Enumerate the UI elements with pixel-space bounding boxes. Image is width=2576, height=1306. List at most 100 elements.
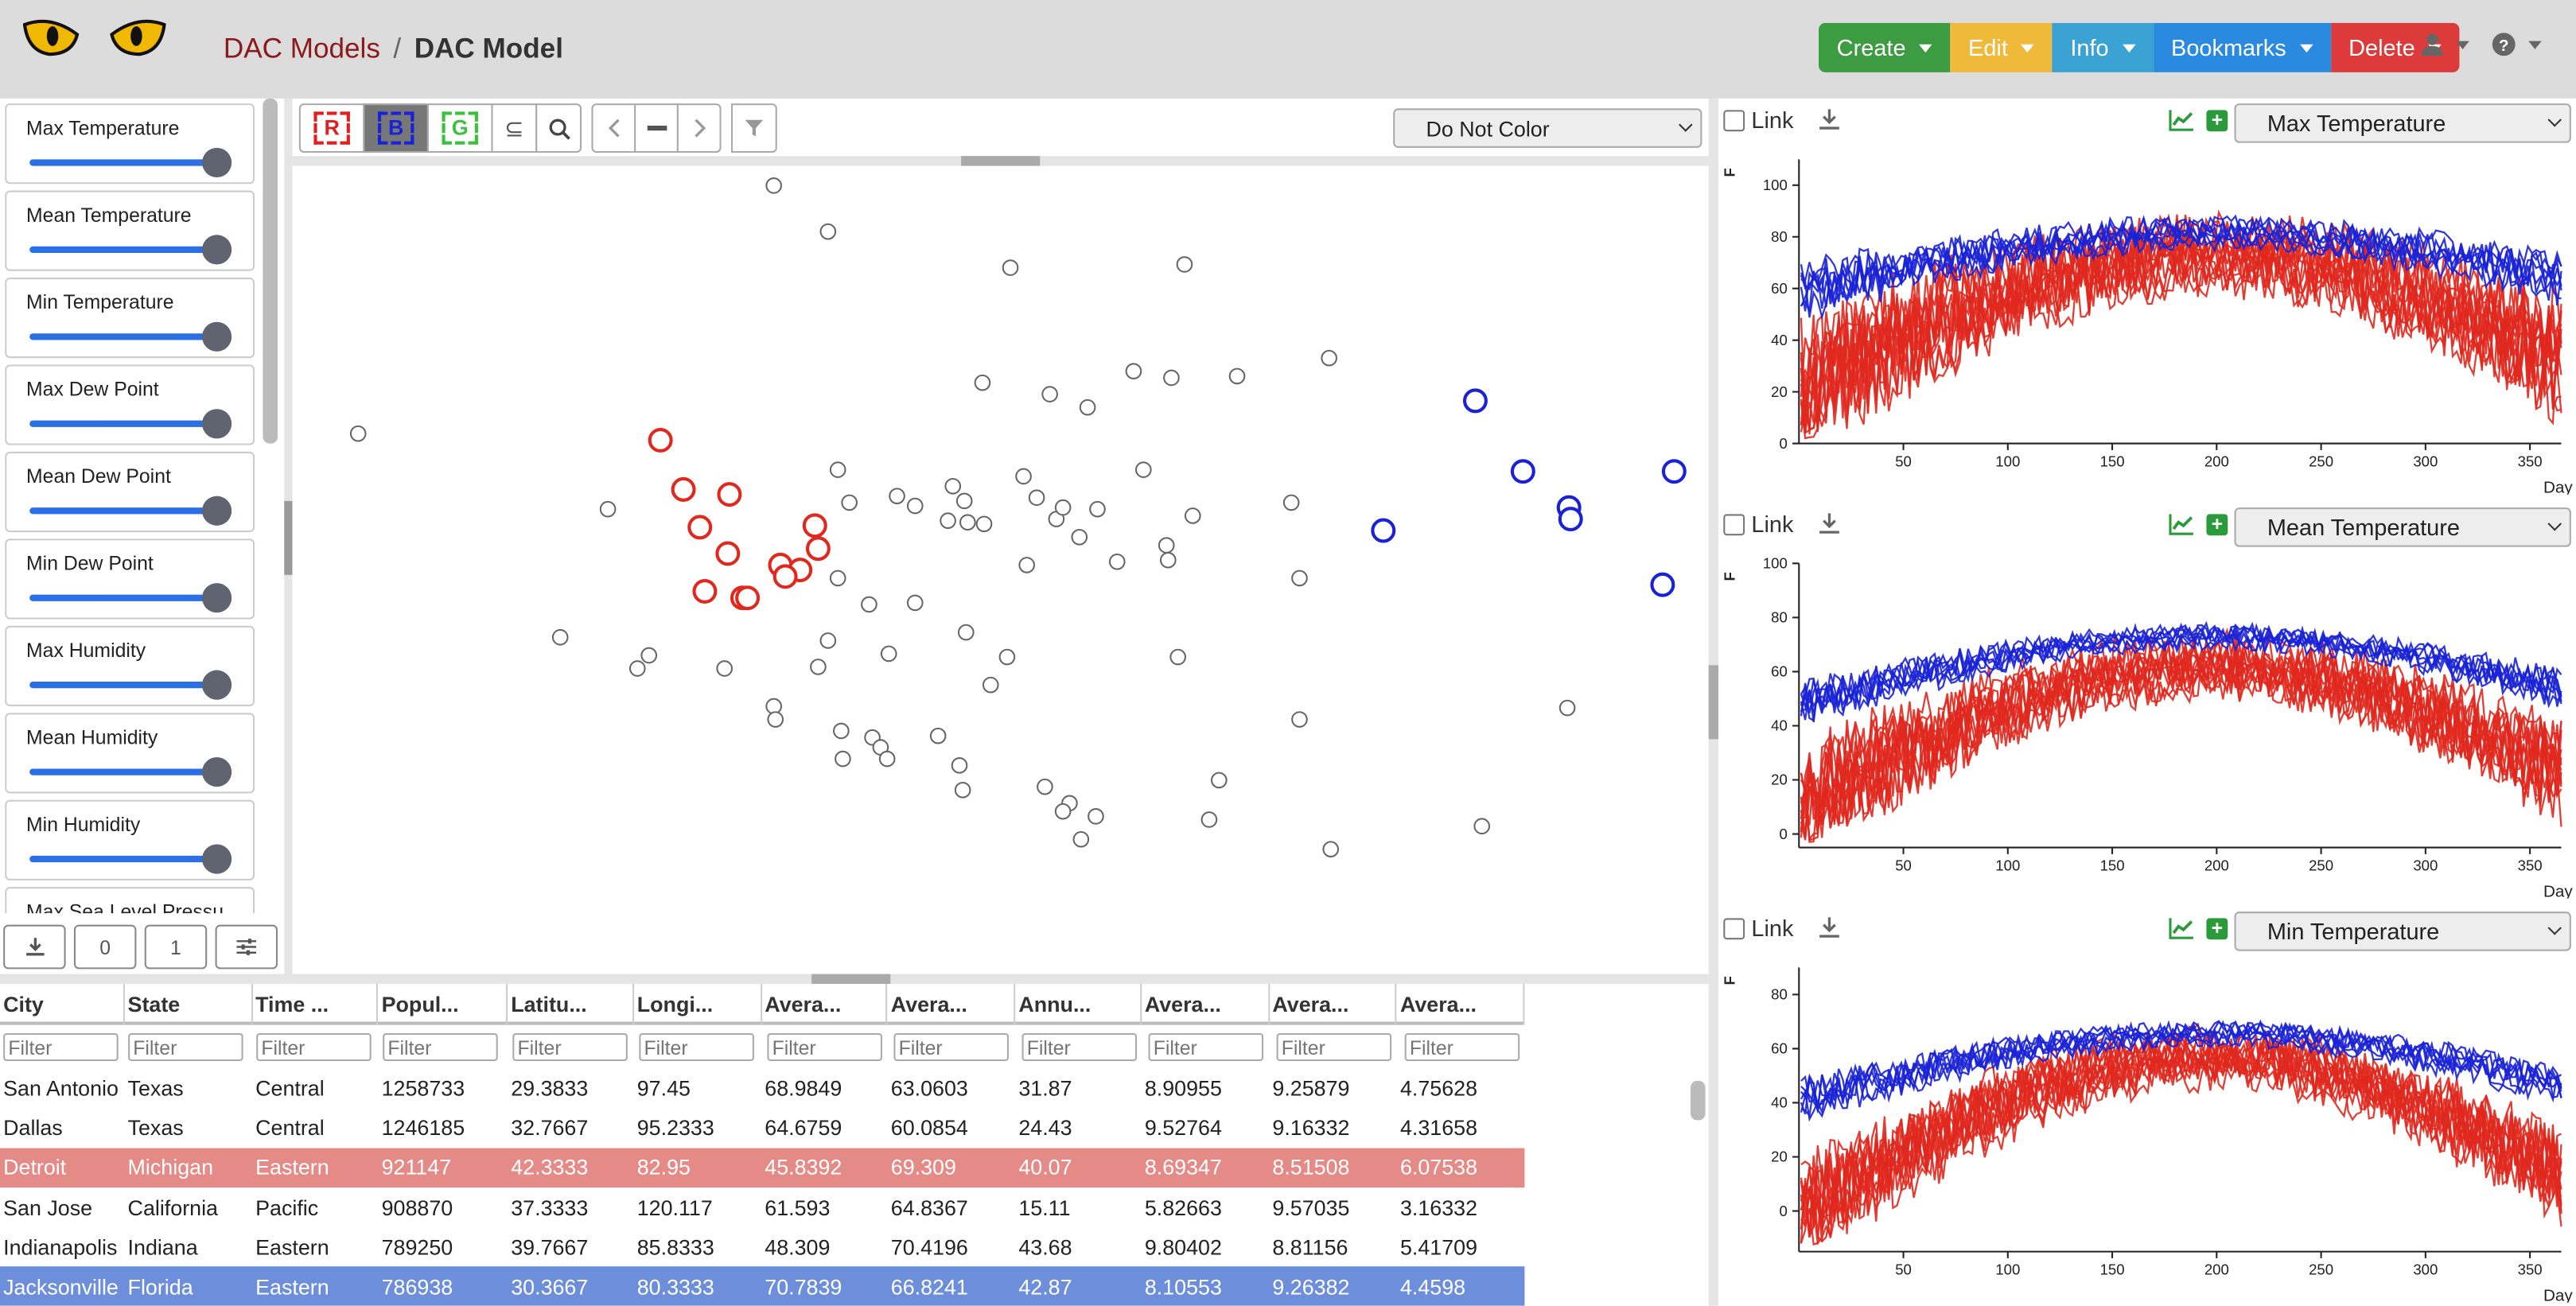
column-filter-input[interactable] <box>256 1032 372 1062</box>
time-series-plot[interactable]: 0 20 40 60 80 100 50 100 150 200 250 300 350 F Day <box>1718 150 2576 495</box>
scatter-point[interactable] <box>1159 551 1177 569</box>
scatter-point[interactable] <box>906 497 924 515</box>
scatter-point[interactable] <box>1322 841 1340 857</box>
variable-slider-track[interactable] <box>29 768 214 775</box>
link-checkbox[interactable] <box>1723 514 1745 536</box>
scatter-point[interactable] <box>349 425 367 442</box>
column-filter-input[interactable] <box>383 1032 498 1062</box>
line-chart-icon[interactable] <box>2169 512 2195 535</box>
scatter-point[interactable] <box>1134 461 1152 478</box>
download-icon[interactable] <box>1819 108 1840 130</box>
scatter-point[interactable] <box>1210 772 1228 789</box>
scatter-point[interactable] <box>833 722 850 740</box>
table-column-header[interactable]: Avera... <box>761 983 888 1025</box>
scatter-point[interactable] <box>1176 256 1193 273</box>
variable-slider-handle[interactable] <box>202 235 232 265</box>
variable-slider-handle[interactable] <box>202 844 232 874</box>
scatter-point-red-selected[interactable] <box>715 541 741 566</box>
table-row[interactable]: Jacksonville Florida Eastern 786938 30.3667 8… <box>0 1267 1525 1306</box>
table-scrollbar[interactable] <box>1690 1080 1706 1121</box>
subset-button[interactable]: ⊆ <box>491 103 538 154</box>
clear-selection-button[interactable] <box>634 103 679 154</box>
scatter-point[interactable] <box>599 500 617 518</box>
column-filter-input[interactable] <box>893 1032 1009 1062</box>
variable-slider-handle[interactable] <box>202 409 232 439</box>
scatter-point-blue-selected[interactable] <box>1558 507 1583 532</box>
blue-selection-button[interactable]: B <box>363 103 429 154</box>
scatter-point-red-selected[interactable] <box>772 564 798 589</box>
red-selection-button[interactable]: R <box>298 103 365 154</box>
variable-slider-handle[interactable] <box>202 321 232 352</box>
variable-slider-track[interactable] <box>29 855 214 863</box>
table-row[interactable]: Detroit Michigan Eastern 921147 42.3333 82.95… <box>0 1147 1525 1187</box>
scatter-point[interactable] <box>1079 398 1096 416</box>
link-checkbox[interactable] <box>1723 110 1745 132</box>
scatter-point[interactable] <box>1015 468 1032 485</box>
table-column-header[interactable]: Avera... <box>888 983 1016 1025</box>
scatter-point[interactable] <box>944 477 962 495</box>
plot-variable-select[interactable]: Mean Temperature <box>2234 507 2571 547</box>
scatter-point[interactable] <box>1169 648 1187 666</box>
column-filter-input[interactable] <box>1148 1032 1264 1062</box>
scatter-point[interactable] <box>1228 367 1246 385</box>
scatter-point[interactable] <box>829 569 846 587</box>
scatter-point[interactable] <box>1054 803 1072 820</box>
help-menu-button[interactable]: ? <box>2492 33 2542 56</box>
scatter-point[interactable] <box>1018 557 1036 573</box>
scatter-point[interactable] <box>906 594 924 612</box>
scatter-point[interactable] <box>1054 499 1072 516</box>
scatter-point[interactable] <box>951 757 968 774</box>
cat-eye-logo-icon[interactable] <box>22 18 80 58</box>
table-column-header[interactable]: Longi... <box>634 983 762 1025</box>
scatter-point[interactable] <box>954 781 971 799</box>
scale-one-button[interactable]: 1 <box>144 924 208 970</box>
download-icon[interactable] <box>1819 512 1840 534</box>
scatter-point-blue-selected[interactable] <box>1661 459 1687 484</box>
column-filter-input[interactable] <box>1021 1032 1138 1062</box>
scatter-point[interactable] <box>940 512 956 529</box>
scatter-point[interactable] <box>1158 537 1175 554</box>
time-series-plot[interactable]: 0 20 40 60 80 50 100 150 200 250 300 350 F Day <box>1718 958 2576 1303</box>
variable-slider-track[interactable] <box>29 507 214 515</box>
scatter-point[interactable] <box>1108 553 1126 570</box>
scatter-point[interactable] <box>1184 507 1201 524</box>
table-column-header[interactable]: Avera... <box>1269 983 1397 1025</box>
scatter-point[interactable] <box>1282 494 1300 511</box>
filter-button[interactable] <box>730 103 777 154</box>
scatter-point[interactable] <box>1163 369 1180 387</box>
scatter-point[interactable] <box>829 461 846 478</box>
scatter-point[interactable] <box>835 750 851 768</box>
variable-slider-track[interactable] <box>29 682 214 689</box>
table-row[interactable]: San Antonio Texas Central 1258733 29.3833 97.… <box>0 1067 1524 1107</box>
link-checkbox[interactable] <box>1723 918 1745 940</box>
cat-eye-logo-icon[interactable] <box>110 18 166 58</box>
variable-slider-track[interactable] <box>29 333 214 340</box>
add-plot-icon[interactable]: + <box>2206 109 2228 132</box>
scatter-point-red-selected[interactable] <box>687 515 713 540</box>
table-row[interactable]: Indianapolis Indiana Eastern 789250 39.7667 8… <box>0 1227 1524 1267</box>
plot-variable-select[interactable]: Min Temperature <box>2234 911 2571 951</box>
scatter-point[interactable] <box>889 488 905 504</box>
previous-selection-button[interactable] <box>591 103 636 154</box>
scatter-point[interactable] <box>765 177 782 194</box>
create-menu-button[interactable]: Create <box>1819 22 1951 72</box>
scatter-point[interactable] <box>551 628 569 646</box>
scatter-point[interactable] <box>880 645 897 663</box>
column-filter-input[interactable] <box>3 1032 119 1062</box>
slider-settings-button[interactable] <box>215 924 278 970</box>
scatter-point[interactable] <box>929 727 947 744</box>
scatter-point[interactable] <box>878 750 896 768</box>
breadcrumb-dac-models-link[interactable]: DAC Models <box>223 33 380 64</box>
next-selection-button[interactable] <box>676 103 722 154</box>
scatter-point-red-selected[interactable] <box>648 427 673 453</box>
scatter-point[interactable] <box>1200 811 1218 828</box>
table-column-header[interactable]: City <box>0 983 125 1025</box>
edit-menu-button[interactable]: Edit <box>1950 22 2053 72</box>
scatter-point[interactable] <box>819 632 837 649</box>
variable-slider-handle[interactable] <box>202 757 232 787</box>
scatter-point[interactable] <box>1002 259 1019 276</box>
scatter-point[interactable] <box>819 223 837 240</box>
scatter-point[interactable] <box>998 648 1016 666</box>
column-filter-input[interactable] <box>639 1032 754 1062</box>
right-splitter-handle[interactable] <box>1708 665 1719 740</box>
